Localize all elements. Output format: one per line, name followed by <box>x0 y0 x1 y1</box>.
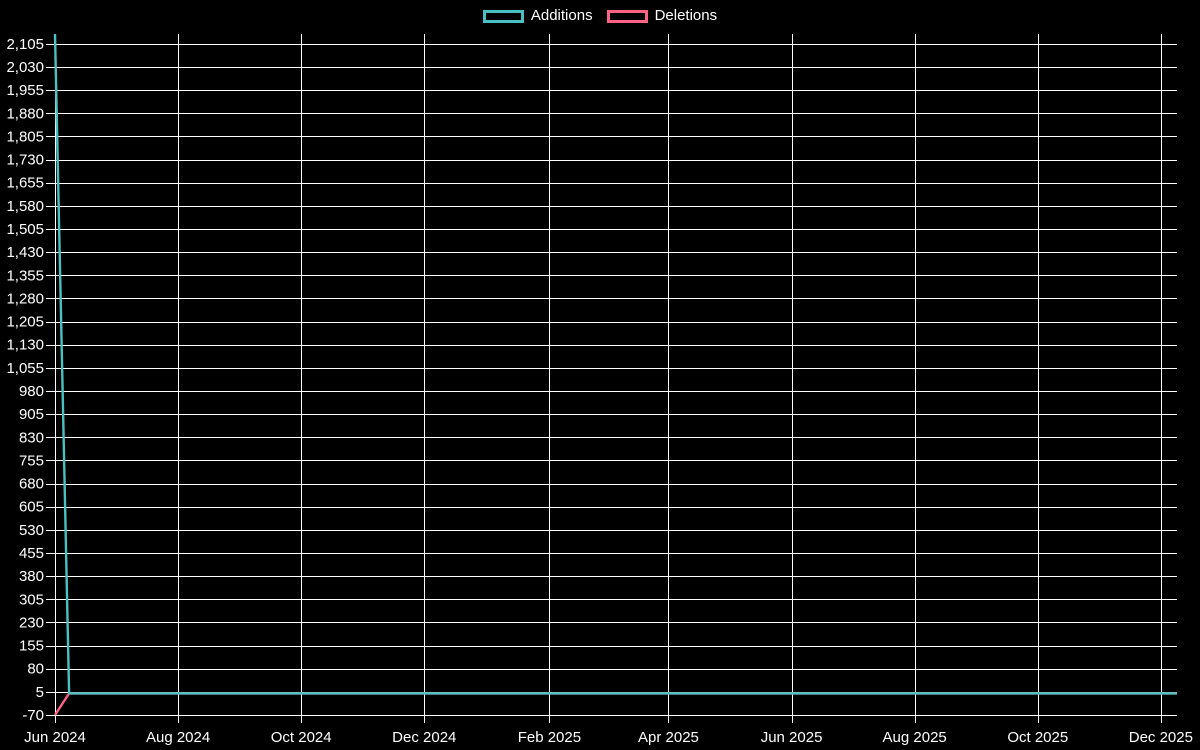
y-tick-label: 1,805 <box>6 128 44 145</box>
y-tick-label: 530 <box>19 522 44 539</box>
x-tick-label: Aug 2025 <box>883 729 947 746</box>
y-tick-label: 5 <box>36 684 44 701</box>
x-tick-label: Apr 2025 <box>638 729 699 746</box>
y-tick-label: 305 <box>19 591 44 608</box>
y-tick-label: 755 <box>19 452 44 469</box>
y-tick-label: 905 <box>19 406 44 423</box>
additions-legend-swatch <box>482 9 524 23</box>
series-lines <box>53 33 1177 716</box>
x-tick-label: Oct 2025 <box>1007 729 1068 746</box>
y-tick-label: -70 <box>22 707 44 724</box>
y-tick-label: 2,030 <box>6 59 44 76</box>
y-tick-label: 380 <box>19 568 44 585</box>
x-tick-label: Dec 2024 <box>392 729 456 746</box>
y-tick-label: 605 <box>19 499 44 516</box>
y-tick-label: 1,280 <box>6 290 44 307</box>
y-tick-label: 980 <box>19 383 44 400</box>
y-tick-label: 1,955 <box>6 82 44 99</box>
y-tick-label: 1,655 <box>6 175 44 192</box>
x-tick-label: Jun 2024 <box>24 729 86 746</box>
y-tick-label: 455 <box>19 545 44 562</box>
y-tick-label: 2,105 <box>6 36 44 53</box>
y-tick-label: 1,580 <box>6 198 44 215</box>
x-tick-label: Oct 2024 <box>271 729 332 746</box>
y-tick-label: 830 <box>19 429 44 446</box>
y-tick-label: 1,055 <box>6 360 44 377</box>
legend-item-deletions[interactable]: Deletions <box>606 7 718 25</box>
y-tick-labels: -70 5 80 155 230 305 380 455 530 605 680 755 830 905 9… <box>6 36 44 724</box>
legend-item-additions[interactable]: Additions <box>482 7 593 25</box>
x-tick-label: Dec 2025 <box>1129 729 1193 746</box>
y-tick-label: 230 <box>19 614 44 631</box>
y-tick-label: 1,355 <box>6 267 44 284</box>
y-tick-label: 1,880 <box>6 105 44 122</box>
y-tick-label: 1,505 <box>6 221 44 238</box>
y-tick-label: 1,430 <box>6 244 44 261</box>
grid-horizontal <box>46 44 1177 716</box>
y-tick-label: 1,205 <box>6 314 44 331</box>
y-tick-label: 1,730 <box>6 152 44 169</box>
x-tick-label: Jun 2025 <box>761 729 823 746</box>
y-tick-label: 1,130 <box>6 337 44 354</box>
grid-vertical <box>55 34 1162 723</box>
chart-legend: Additions Deletions <box>0 7 1200 25</box>
deletions-legend-label: Deletions <box>654 7 718 24</box>
x-tick-label: Feb 2025 <box>518 729 581 746</box>
y-tick-label: 80 <box>27 661 44 678</box>
y-tick-label: 155 <box>19 638 44 655</box>
y-tick-label: 680 <box>19 476 44 493</box>
deletions-legend-swatch <box>606 9 648 23</box>
additions-legend-label: Additions <box>530 7 593 24</box>
series-line-deletions <box>53 692 1177 716</box>
x-tick-labels: Jun 2024 Aug 2024 Oct 2024 Dec 2024 Feb 2025… <box>24 729 1193 746</box>
series-line-additions <box>53 33 1177 695</box>
x-tick-label: Aug 2024 <box>146 729 210 746</box>
